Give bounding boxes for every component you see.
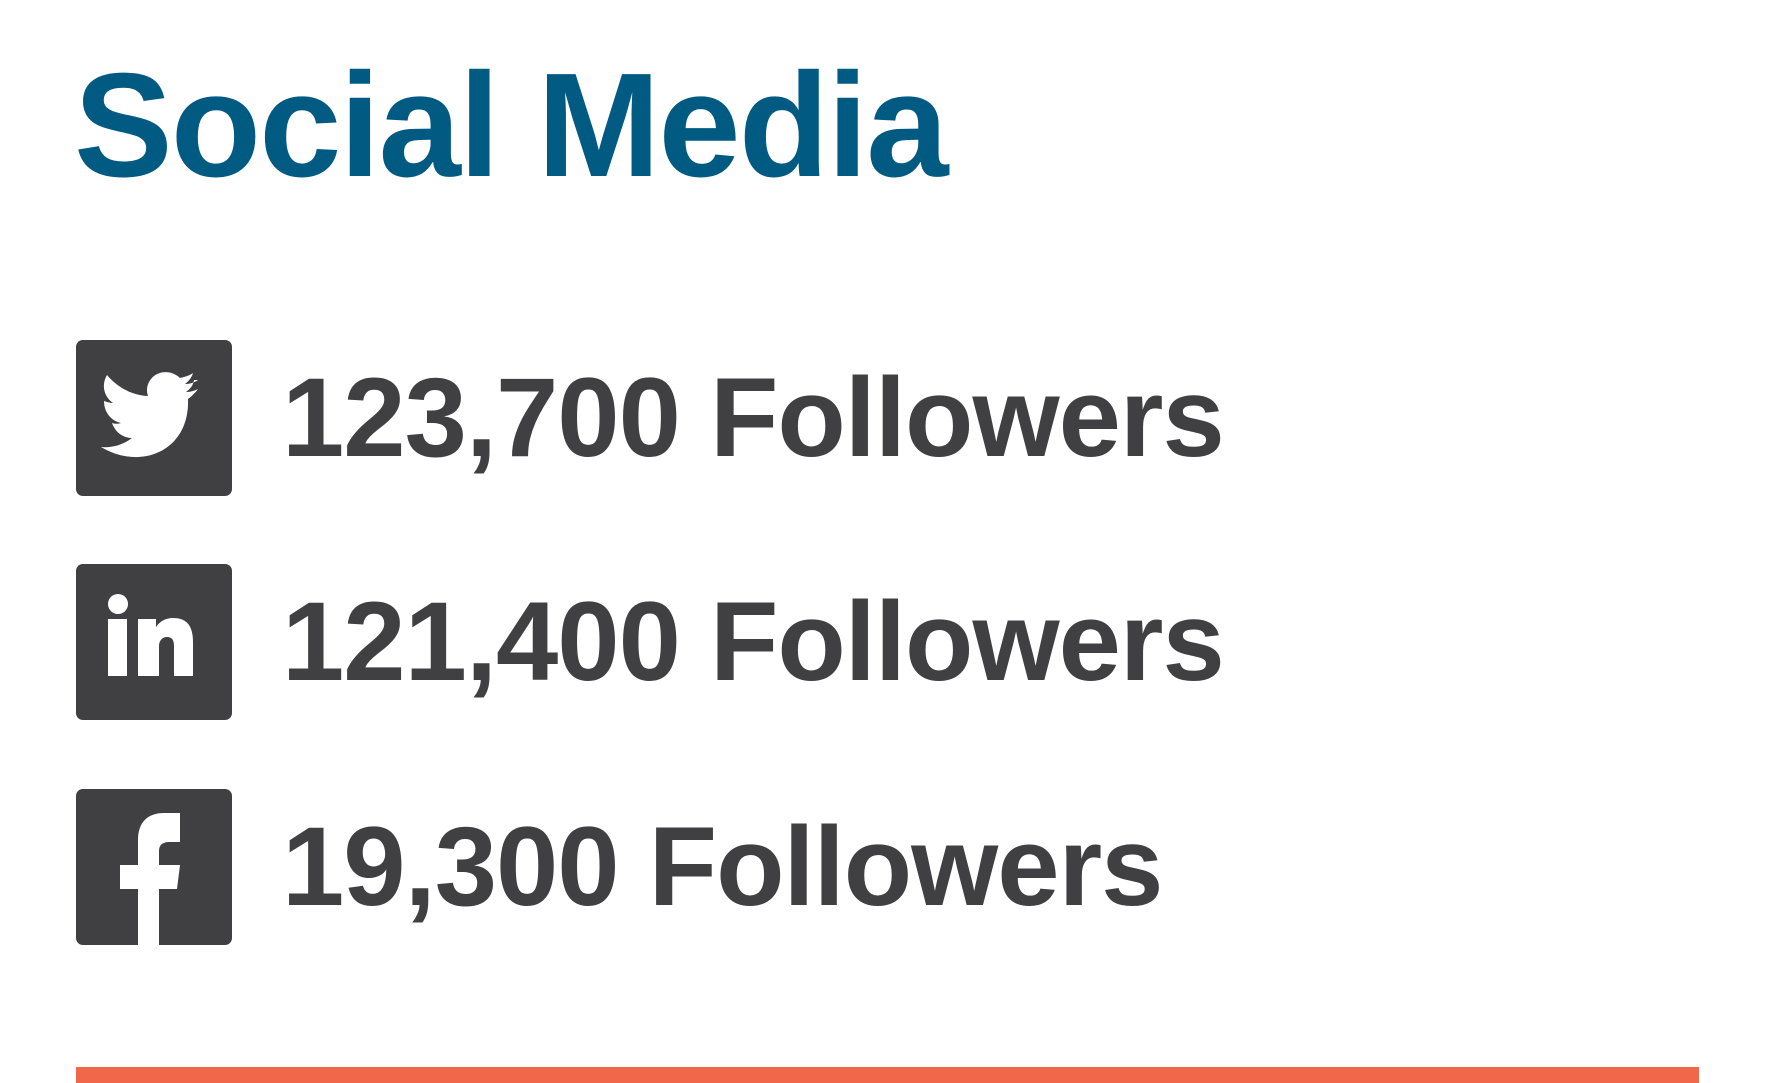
twitter-icon[interactable] [76,340,232,496]
facebook-icon[interactable] [76,789,232,945]
linkedin-icon[interactable] [76,564,232,720]
twitter-followers: 123,700 Followers [282,355,1225,480]
accent-divider [76,1067,1699,1083]
linkedin-row: 121,400 Followers [76,564,1225,720]
facebook-followers: 19,300 Followers [282,804,1163,929]
facebook-row: 19,300 Followers [76,789,1163,945]
page-title: Social Media [74,43,949,208]
linkedin-followers: 121,400 Followers [282,579,1225,704]
twitter-row: 123,700 Followers [76,340,1225,496]
